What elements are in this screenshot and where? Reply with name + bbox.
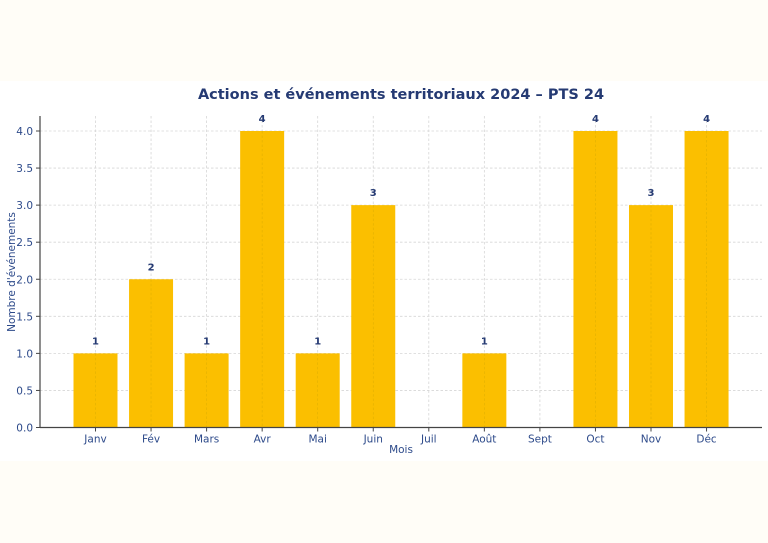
x-axis-ticks: Janv Fév Mars Avr Mai Juin Juil Août Sept Oct Nov D…: [83, 427, 717, 446]
data-label: 4: [592, 114, 599, 125]
y-tick-label: 4.0: [16, 126, 33, 138]
data-label: 1: [481, 336, 488, 347]
y-axis-ticks: 0.0 0.5 1.0 1.5 2.0 2.5 3.0 3.5 4.0: [16, 126, 40, 435]
chart-title: Actions et événements territoriaux 2024 …: [198, 87, 604, 103]
x-tick-label: Avr: [254, 434, 272, 446]
y-tick-label: 2.5: [16, 237, 33, 249]
x-tick-label: Juil: [420, 434, 437, 446]
data-label: 1: [314, 336, 321, 347]
y-tick-label: 1.0: [16, 348, 33, 360]
bars: [73, 131, 729, 428]
bar-oct: [573, 131, 618, 428]
data-labels: 1 2 1 4 1 3 1 4 3 4: [92, 114, 710, 347]
data-label: 2: [148, 262, 155, 273]
x-tick-label: Sept: [528, 434, 552, 446]
y-tick-label: 2.0: [16, 274, 33, 286]
x-tick-label: Nov: [641, 434, 662, 446]
y-tick-label: 1.5: [16, 311, 33, 323]
bar-avr: [240, 131, 285, 428]
y-tick-label: 0.0: [16, 423, 33, 435]
x-tick-label: Oct: [586, 434, 604, 446]
data-label: 3: [648, 188, 655, 199]
y-tick-label: 3.5: [16, 163, 33, 175]
x-axis-label: Mois: [389, 444, 413, 456]
x-tick-label: Août: [472, 434, 496, 446]
x-tick-label: Janv: [83, 434, 106, 446]
data-label: 4: [259, 114, 266, 125]
x-tick-label: Mars: [194, 434, 219, 446]
x-tick-label: Mai: [308, 434, 326, 446]
y-tick-label: 0.5: [16, 385, 33, 397]
bar-déc: [684, 131, 729, 428]
data-label: 1: [92, 336, 99, 347]
x-tick-label: Déc: [696, 434, 717, 446]
data-label: 3: [370, 188, 377, 199]
y-tick-label: 3.0: [16, 200, 33, 212]
data-label: 1: [203, 336, 210, 347]
y-axis-label: Nombre d'événements: [6, 212, 18, 332]
x-tick-label: Fév: [142, 434, 160, 446]
x-tick-label: Juin: [363, 434, 383, 446]
data-label: 4: [703, 114, 710, 125]
